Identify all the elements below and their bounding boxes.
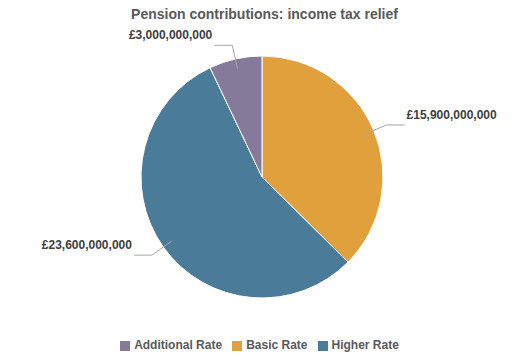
svg-text:£3,000,000,000: £3,000,000,000: [129, 28, 213, 42]
html-text:Higher Rate: Higher Rate: [331, 338, 399, 352]
html-text:Additional Rate: Additional Rate: [134, 338, 223, 352]
svg-text:£15,900,000,000: £15,900,000,000: [407, 108, 497, 122]
svg-text:£23,600,000,000: £23,600,000,000: [42, 238, 132, 252]
html-text:Pension contributions: income: Pension contributions: income tax relief: [131, 6, 398, 22]
html-text:Basic Rate: Basic Rate: [246, 338, 308, 352]
